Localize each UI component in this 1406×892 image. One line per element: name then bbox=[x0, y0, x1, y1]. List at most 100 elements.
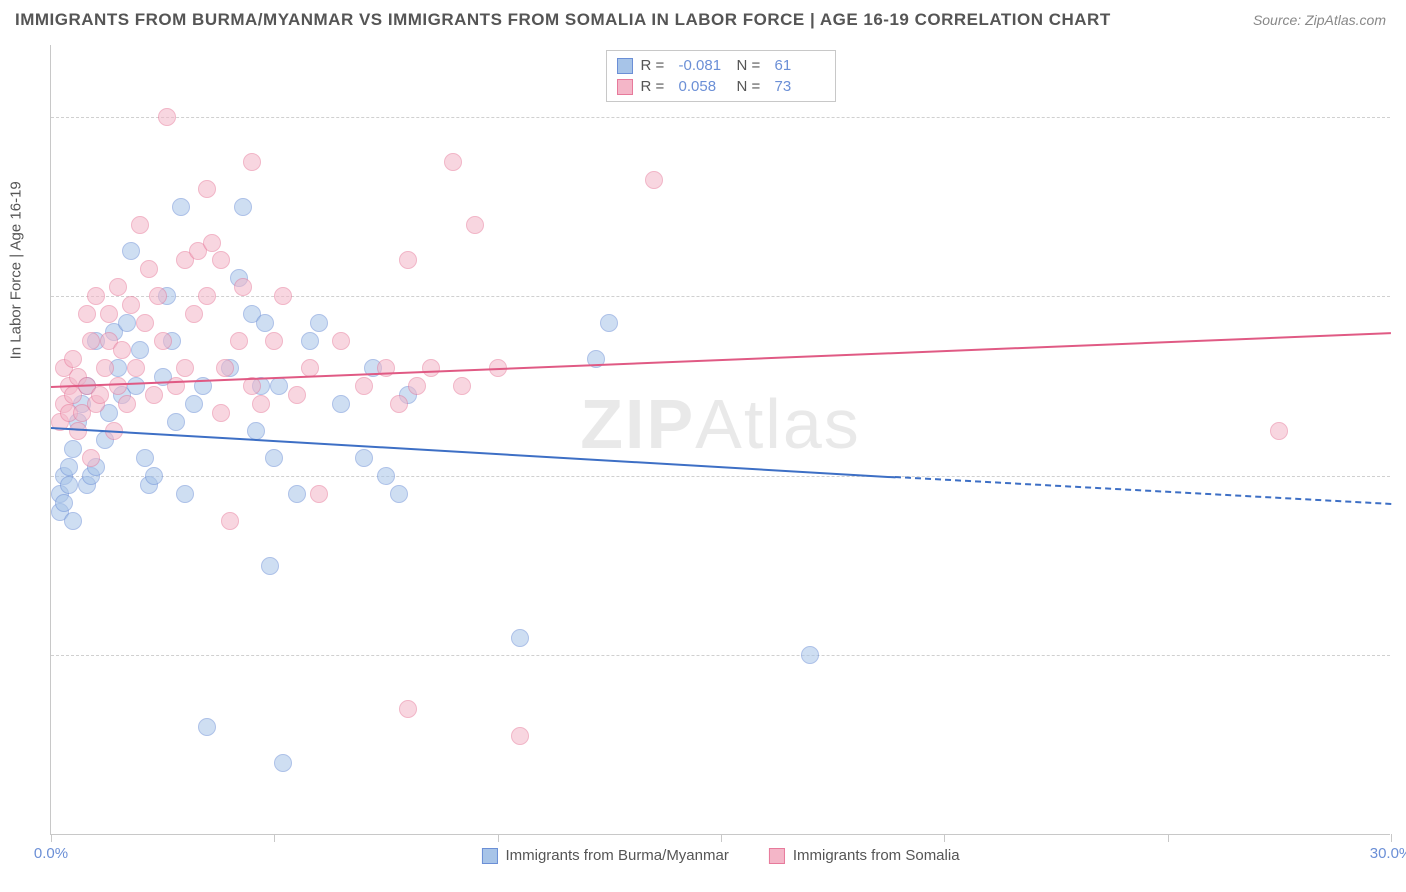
legend-r-label: R = bbox=[641, 78, 671, 95]
data-point-somalia bbox=[145, 386, 163, 404]
data-point-somalia bbox=[109, 377, 127, 395]
data-point-somalia bbox=[355, 377, 373, 395]
watermark: ZIPAtlas bbox=[580, 384, 861, 464]
data-point-burma bbox=[60, 476, 78, 494]
legend-r-value: -0.081 bbox=[679, 57, 729, 74]
gridline bbox=[51, 476, 1390, 477]
data-point-somalia bbox=[198, 287, 216, 305]
trend-line bbox=[895, 476, 1391, 505]
data-point-burma bbox=[176, 485, 194, 503]
data-point-somalia bbox=[332, 332, 350, 350]
data-point-somalia bbox=[243, 153, 261, 171]
x-tick bbox=[498, 834, 499, 842]
gridline bbox=[51, 655, 1390, 656]
gridline bbox=[51, 296, 1390, 297]
data-point-somalia bbox=[154, 332, 172, 350]
data-point-burma bbox=[122, 242, 140, 260]
data-point-burma bbox=[600, 314, 618, 332]
data-point-somalia bbox=[444, 153, 462, 171]
data-point-burma bbox=[64, 512, 82, 530]
data-point-burma bbox=[355, 449, 373, 467]
data-point-somalia bbox=[203, 234, 221, 252]
data-point-somalia bbox=[216, 359, 234, 377]
data-point-burma bbox=[247, 422, 265, 440]
data-point-somalia bbox=[96, 359, 114, 377]
gridline bbox=[51, 117, 1390, 118]
data-point-somalia bbox=[221, 512, 239, 530]
trend-line bbox=[51, 332, 1391, 388]
legend-r-label: R = bbox=[641, 57, 671, 74]
data-point-burma bbox=[274, 754, 292, 772]
data-point-burma bbox=[131, 341, 149, 359]
data-point-burma bbox=[261, 557, 279, 575]
data-point-somalia bbox=[118, 395, 136, 413]
data-point-burma bbox=[198, 718, 216, 736]
legend-r-value: 0.058 bbox=[679, 78, 729, 95]
data-point-burma bbox=[234, 198, 252, 216]
data-point-somalia bbox=[198, 180, 216, 198]
chart-title: IMMIGRANTS FROM BURMA/MYANMAR VS IMMIGRA… bbox=[15, 10, 1111, 30]
data-point-burma bbox=[127, 377, 145, 395]
data-point-somalia bbox=[265, 332, 283, 350]
data-point-burma bbox=[64, 440, 82, 458]
data-point-somalia bbox=[234, 278, 252, 296]
x-tick bbox=[944, 834, 945, 842]
x-tick bbox=[51, 834, 52, 842]
legend-n-value: 73 bbox=[775, 78, 825, 95]
data-point-somalia bbox=[176, 359, 194, 377]
legend-row-burma: R =-0.081N =61 bbox=[617, 55, 825, 76]
data-point-somalia bbox=[252, 395, 270, 413]
data-point-somalia bbox=[310, 485, 328, 503]
legend-series-name: Immigrants from Somalia bbox=[793, 847, 960, 864]
data-point-somalia bbox=[149, 287, 167, 305]
x-tick bbox=[1391, 834, 1392, 842]
data-point-burma bbox=[60, 458, 78, 476]
data-point-somalia bbox=[91, 386, 109, 404]
series-legend: Immigrants from Burma/Myanmar Immigrants … bbox=[481, 847, 959, 864]
data-point-somalia bbox=[288, 386, 306, 404]
data-point-somalia bbox=[158, 108, 176, 126]
legend-series-name: Immigrants from Burma/Myanmar bbox=[505, 847, 728, 864]
x-tick bbox=[1168, 834, 1169, 842]
data-point-somalia bbox=[109, 278, 127, 296]
data-point-somalia bbox=[212, 404, 230, 422]
data-point-burma bbox=[145, 467, 163, 485]
data-point-burma bbox=[377, 467, 395, 485]
data-point-somalia bbox=[82, 332, 100, 350]
trend-line bbox=[51, 427, 895, 478]
data-point-somalia bbox=[390, 395, 408, 413]
data-point-somalia bbox=[511, 727, 529, 745]
data-point-somalia bbox=[100, 305, 118, 323]
data-point-somalia bbox=[453, 377, 471, 395]
data-point-somalia bbox=[131, 216, 149, 234]
source-label: Source: ZipAtlas.com bbox=[1253, 12, 1386, 28]
data-point-burma bbox=[167, 413, 185, 431]
x-tick bbox=[274, 834, 275, 842]
data-point-somalia bbox=[82, 449, 100, 467]
data-point-somalia bbox=[399, 700, 417, 718]
data-point-somalia bbox=[1270, 422, 1288, 440]
data-point-burma bbox=[136, 449, 154, 467]
legend-item-somalia: Immigrants from Somalia bbox=[769, 847, 960, 864]
legend-n-label: N = bbox=[737, 78, 767, 95]
legend-swatch bbox=[481, 848, 497, 864]
data-point-somalia bbox=[274, 287, 292, 305]
data-point-burma bbox=[265, 449, 283, 467]
data-point-somalia bbox=[422, 359, 440, 377]
data-point-somalia bbox=[185, 305, 203, 323]
x-tick-label: 30.0% bbox=[1370, 845, 1406, 862]
data-point-somalia bbox=[113, 341, 131, 359]
data-point-somalia bbox=[408, 377, 426, 395]
legend-swatch bbox=[617, 58, 633, 74]
data-point-burma bbox=[256, 314, 274, 332]
data-point-burma bbox=[332, 395, 350, 413]
data-point-somalia bbox=[87, 287, 105, 305]
legend-swatch bbox=[617, 79, 633, 95]
legend-swatch bbox=[769, 848, 785, 864]
data-point-burma bbox=[288, 485, 306, 503]
legend-row-somalia: R = 0.058 N = 73 bbox=[617, 76, 825, 97]
data-point-somalia bbox=[69, 422, 87, 440]
correlation-legend: R = -0.081 N = 61 R = 0.058 N = 73 bbox=[606, 50, 836, 102]
x-tick-label: 0.0% bbox=[34, 845, 68, 862]
legend-n-value: 61 bbox=[775, 57, 825, 74]
